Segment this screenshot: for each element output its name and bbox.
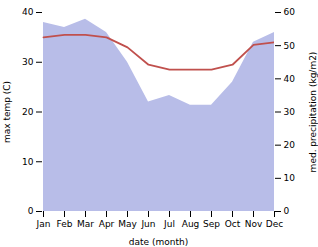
- svg-text:Jun: Jun: [140, 219, 155, 229]
- svg-text:20: 20: [22, 107, 34, 117]
- svg-text:Aug: Aug: [182, 219, 200, 229]
- svg-text:Mar: Mar: [77, 219, 94, 229]
- svg-text:40: 40: [22, 7, 34, 17]
- svg-text:May: May: [118, 219, 137, 229]
- svg-text:10: 10: [22, 157, 34, 167]
- svg-text:Feb: Feb: [57, 219, 73, 229]
- svg-text:50: 50: [284, 41, 296, 51]
- svg-text:0: 0: [28, 206, 34, 216]
- svg-text:Sep: Sep: [203, 219, 220, 229]
- svg-text:Jan: Jan: [36, 219, 51, 229]
- svg-text:Apr: Apr: [99, 219, 115, 229]
- svg-text:10: 10: [284, 173, 296, 183]
- svg-text:Dec: Dec: [266, 219, 283, 229]
- svg-text:date (month): date (month): [129, 237, 188, 247]
- svg-text:med. precipitation (kg/m2): med. precipitation (kg/m2): [308, 52, 318, 173]
- svg-text:40: 40: [284, 74, 296, 84]
- svg-text:30: 30: [22, 57, 34, 67]
- svg-text:0: 0: [284, 206, 290, 216]
- svg-text:max temp (C): max temp (C): [2, 81, 12, 143]
- svg-text:Jul: Jul: [163, 219, 175, 229]
- svg-text:30: 30: [284, 107, 296, 117]
- svg-text:Oct: Oct: [225, 219, 241, 229]
- svg-text:Nov: Nov: [245, 219, 263, 229]
- svg-text:20: 20: [284, 140, 296, 150]
- svg-text:60: 60: [284, 7, 296, 17]
